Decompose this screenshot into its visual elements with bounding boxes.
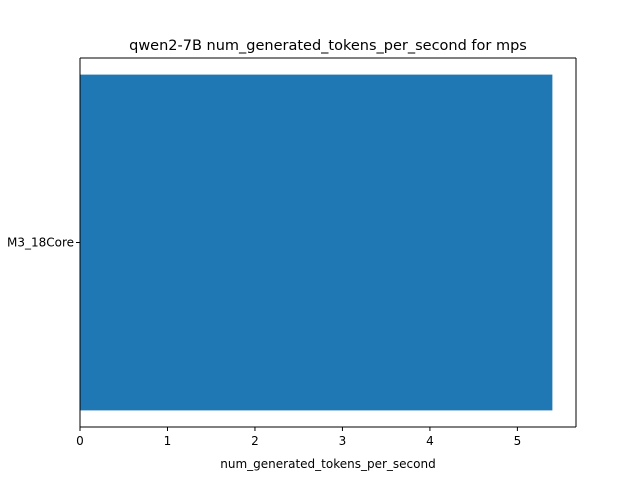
x-tick-label: 5	[514, 434, 522, 448]
x-ticks: 0 1 2 3 4 5	[76, 427, 521, 448]
chart-title: qwen2-7B num_generated_tokens_per_second…	[129, 38, 527, 54]
y-ticks: M3_18Core	[7, 236, 80, 250]
x-tick-label: 0	[76, 434, 84, 448]
x-tick-label: 1	[164, 434, 172, 448]
x-tick-label: 4	[426, 434, 434, 448]
x-axis-label: num_generated_tokens_per_second	[220, 457, 435, 471]
x-tick-label: 2	[251, 434, 259, 448]
bar-group	[80, 74, 553, 411]
bar-m3-18core	[80, 74, 553, 411]
y-tick-label: M3_18Core	[7, 236, 74, 250]
x-tick-label: 3	[339, 434, 347, 448]
